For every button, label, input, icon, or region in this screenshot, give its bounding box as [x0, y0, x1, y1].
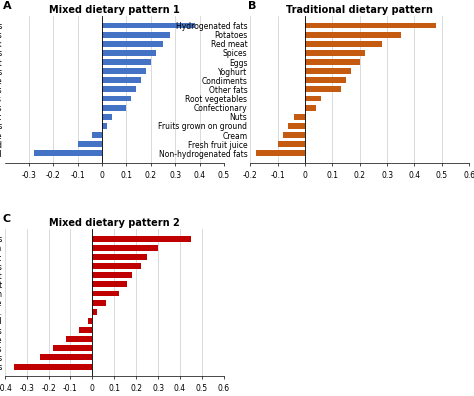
Bar	[40, 354, 92, 360]
Bar	[102, 68, 146, 74]
Title: Mixed dietary pattern 2: Mixed dietary pattern 2	[49, 218, 180, 228]
Bar	[102, 114, 112, 120]
Bar	[305, 50, 365, 56]
Bar	[92, 309, 97, 315]
Bar	[53, 345, 92, 351]
Bar	[79, 327, 92, 333]
Text: A: A	[2, 1, 11, 11]
Bar	[305, 105, 316, 110]
Bar	[294, 114, 305, 120]
Bar	[102, 23, 195, 29]
Bar	[102, 77, 141, 83]
Bar	[92, 282, 128, 287]
Bar	[92, 263, 141, 269]
Bar	[92, 291, 118, 297]
Bar	[305, 86, 340, 92]
Bar	[34, 150, 102, 156]
Bar	[92, 236, 191, 242]
Text: B: B	[248, 1, 256, 11]
Bar	[88, 318, 92, 324]
Bar	[305, 68, 352, 74]
Bar	[102, 41, 163, 47]
Bar	[305, 59, 360, 65]
Bar	[66, 336, 92, 342]
Bar	[102, 95, 131, 101]
Bar	[102, 105, 127, 110]
Bar	[305, 23, 437, 29]
Bar	[305, 77, 346, 83]
Title: Traditional dietary pattern: Traditional dietary pattern	[286, 5, 433, 15]
Bar	[102, 59, 151, 65]
Bar	[13, 364, 92, 369]
Bar	[278, 141, 305, 147]
Bar	[305, 32, 401, 38]
Bar	[92, 254, 147, 260]
Bar	[102, 86, 136, 92]
Bar	[92, 272, 132, 278]
Bar	[102, 123, 107, 129]
Bar	[102, 50, 155, 56]
Bar	[289, 123, 305, 129]
Bar	[102, 32, 170, 38]
Title: Mixed dietary pattern 1: Mixed dietary pattern 1	[49, 5, 180, 15]
Bar	[255, 150, 305, 156]
Bar	[305, 95, 321, 101]
Bar	[283, 132, 305, 138]
Bar	[305, 41, 382, 47]
Bar	[92, 132, 102, 138]
Text: C: C	[2, 214, 11, 225]
Bar	[92, 245, 158, 251]
Bar	[92, 300, 106, 306]
Bar	[78, 141, 102, 147]
